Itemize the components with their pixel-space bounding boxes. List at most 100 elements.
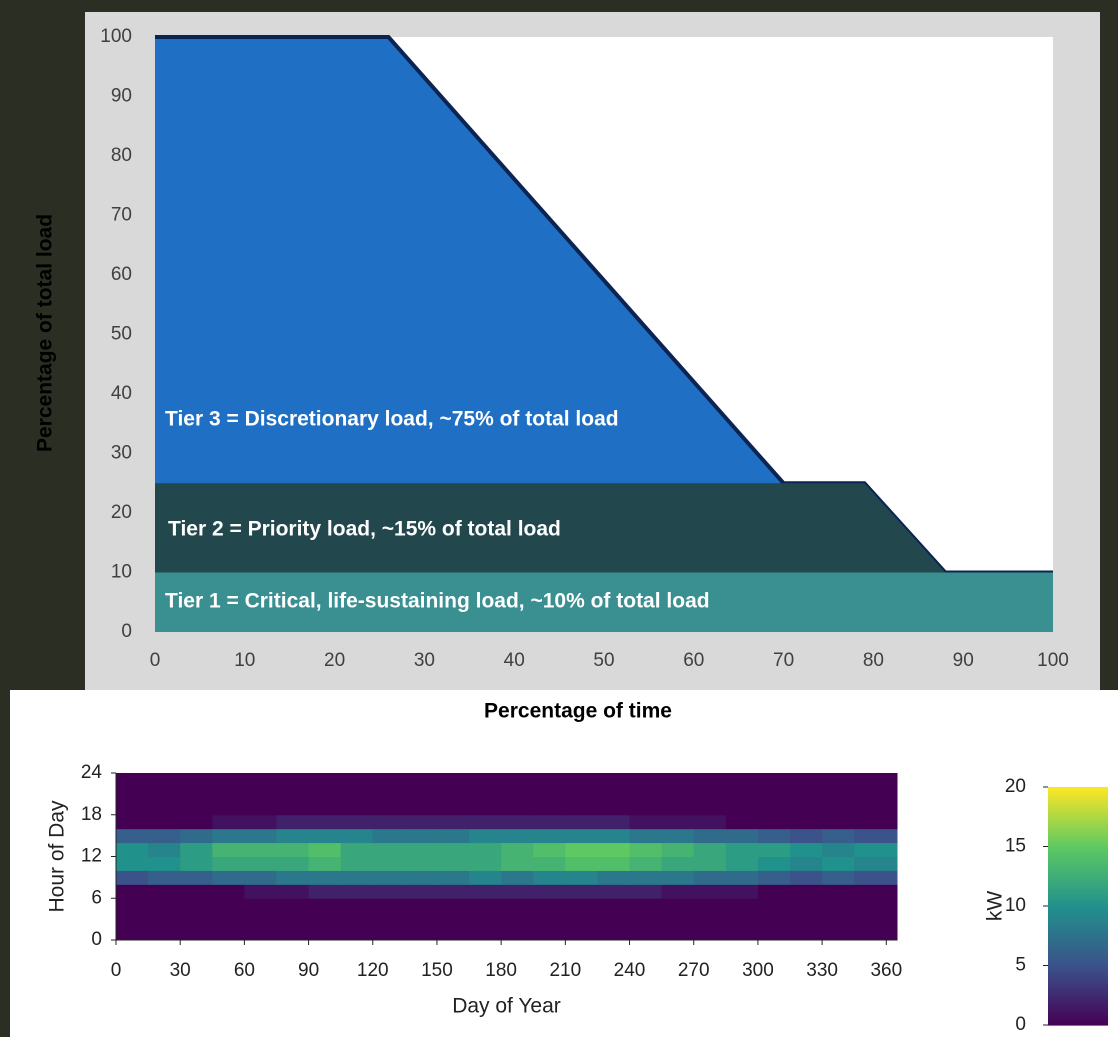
heatmap-chart: 0 30 60 90 120 150 180 210 240 270 300 330 360061218… [46,762,1108,1035]
heatmap-cell [148,926,181,941]
colorbar-segment [1048,995,1108,999]
heatmap-cell [790,773,823,788]
y-tick-label: 30 [111,443,132,464]
area-label: Tier 3 = Discretionary load, ~75% of tot… [165,408,619,431]
colorbar-segment [1048,870,1108,874]
colorbar-segment [1048,956,1108,961]
heatmap-cell [629,884,663,899]
heatmap-cell [436,870,470,885]
heatmap-cell [822,856,855,871]
heatmap-cell [116,856,149,871]
colorbar-segment [1048,983,1108,987]
colorbar-segment [1048,911,1108,916]
heatmap-cell [661,828,695,844]
colorbar-segment [1048,914,1108,919]
colorbar-segment [1048,861,1108,865]
heatmap-cell [340,856,374,871]
heatmap-cell [116,870,149,885]
heatmap-cell [533,828,566,844]
colorbar-segment [1048,885,1108,889]
colorbar-tick-label: 20 [1005,776,1026,797]
heatmap-cell [148,814,181,830]
heatmap-cell [308,856,342,871]
heatmap-cell [180,842,213,857]
heatmap-cell [693,912,727,927]
heatmap-cell [340,828,374,844]
heatmap-cell [372,842,406,857]
heatmap-cell [790,842,823,857]
heatmap-cell [822,926,855,941]
y-tick-label: 90 [111,86,132,107]
heatmap-cell [404,773,438,788]
heatmap-cell [436,926,470,941]
x-tick-label: 0 [150,650,161,671]
heatmap-cell [244,856,277,871]
heatmap-cell [148,828,181,844]
heatmap-cell [501,870,534,885]
heatmap-cell [244,773,277,788]
heatmap-cell [372,800,406,816]
heatmap-cell [693,926,727,941]
heatmap-cell [244,800,277,816]
heatmap-cell [372,912,406,927]
x-tick-label: 360 [870,960,902,981]
heatmap-cell [469,786,502,802]
x-tick-label: 40 [504,650,525,671]
heatmap-cell [340,926,374,941]
heatmap-cell [854,926,898,941]
heatmap-cell [244,814,277,830]
x-tick-label: 90 [298,960,319,981]
heatmap-cell [790,898,823,913]
heatmap-cell [597,898,631,913]
heatmap-cell [372,773,406,788]
heatmap-cell [629,912,663,927]
heatmap-cell [565,773,598,788]
heatmap-cell [372,828,406,844]
colorbar-segment [1048,798,1108,803]
area-label: Tier 2 = Priority load, ~15% of total lo… [168,518,561,541]
colorbar-segment [1048,932,1108,937]
colorbar-segment [1048,873,1108,877]
heatmap-cell [340,898,374,913]
heatmap-cell [180,814,213,830]
heatmap-cell [629,898,663,913]
heatmap-cell [725,773,759,788]
heatmap-cell [276,773,310,788]
heatmap-cell [757,773,791,788]
x-tick-label: 240 [614,960,646,981]
y-tick-label: 0 [91,929,102,950]
heatmap-cell [790,786,823,802]
colorbar-segment [1048,804,1108,809]
heatmap-cell [661,870,695,885]
heatmap-cell [725,828,759,844]
heatmap-cell [661,814,695,830]
heatmap-cell [340,912,374,927]
heatmap-cell [148,842,181,857]
heatmap-cell [501,800,534,816]
heatmap-cell [725,926,759,941]
heatmap-cell [565,912,598,927]
heatmap-cell [629,926,663,941]
heatmap-cell [340,786,374,802]
heatmap-cell [501,912,534,927]
heatmap-cell [725,856,759,871]
heatmap-cell [725,870,759,885]
heatmap-cell [629,786,663,802]
x-tick-label: 10 [234,650,255,671]
heatmap-cell [404,786,438,802]
heatmap-cell [790,912,823,927]
x-tick-label: 150 [421,960,453,981]
heatmap-cell [565,842,598,857]
y-tick-label: 100 [100,26,132,47]
heatmap-cell [212,800,245,816]
heatmap-cell [501,884,534,899]
heatmap-cell [469,870,502,885]
colorbar-segment [1048,855,1108,859]
heatmap-cell [854,800,898,816]
heatmap-cell [244,898,277,913]
colorbar-segment [1048,938,1108,943]
heatmap-cell [565,898,598,913]
heatmap-cell [725,800,759,816]
heatmap-cell [629,870,663,885]
